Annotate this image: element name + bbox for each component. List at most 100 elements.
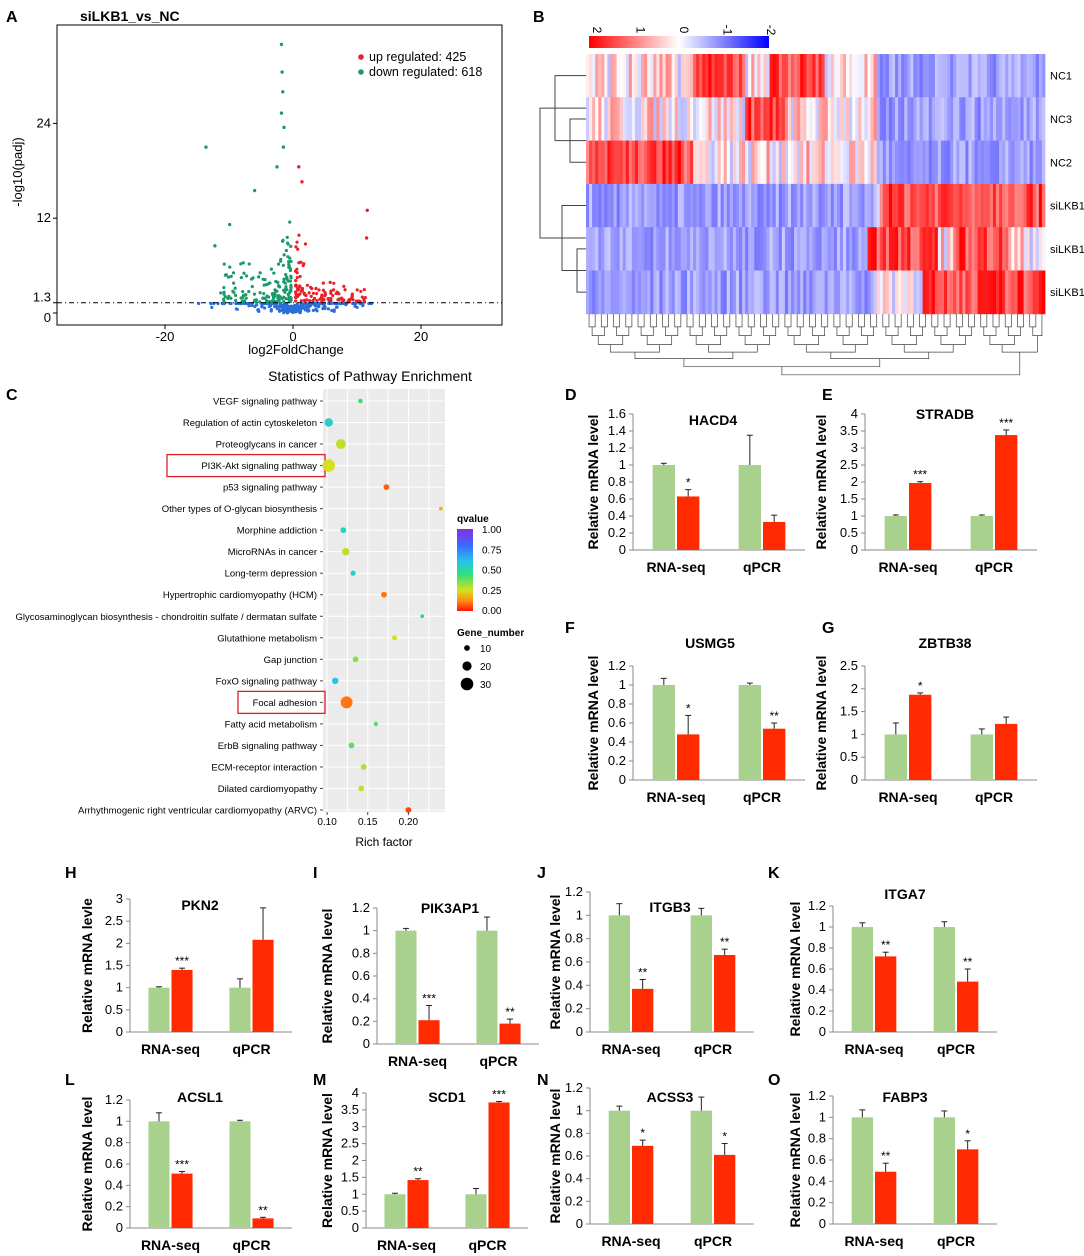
- heatmap-cell: [1014, 227, 1018, 271]
- nc-bar: [884, 516, 907, 550]
- heatmap-cell: [634, 54, 639, 98]
- bar-chart-l: L ACSL1 0 0.2 0.4 0.6 0.8 1 1.2 Relative mRNA lev…: [65, 1072, 292, 1253]
- heatmap-cell: [806, 227, 810, 271]
- dendrogram-branch: [698, 314, 706, 328]
- down-regulated-point: [288, 256, 292, 260]
- heatmap-cell: [849, 97, 853, 141]
- heatmap-cell: [1011, 97, 1015, 141]
- dendrogram-branch: [784, 314, 792, 328]
- heatmap-cell: [1017, 54, 1021, 98]
- heatmap-cell: [683, 97, 688, 141]
- down-regulated-point: [289, 274, 293, 278]
- up-regulated-point: [308, 299, 312, 303]
- category-label: qPCR: [937, 1233, 975, 1249]
- heatmap-cell: [742, 183, 746, 228]
- heatmap-cell: [864, 227, 868, 271]
- heatmap-cell: [757, 183, 761, 228]
- pathway-label: Focal adhesion: [253, 698, 317, 709]
- dendrogram-branch: [781, 352, 1021, 376]
- heatmap-cell: [699, 140, 703, 185]
- y-tick-label: 0.6: [608, 491, 626, 506]
- heatmap-cell: [595, 97, 599, 141]
- heatmap-cell: [751, 140, 755, 185]
- heatmap-cell: [876, 140, 881, 185]
- y-tick-label: 12: [37, 210, 51, 225]
- heatmap-cell: [598, 54, 602, 98]
- enrichment-dot: [439, 506, 443, 511]
- heatmap-cell: [601, 183, 605, 228]
- heatmap-cell: [680, 54, 685, 98]
- heatmap-cell: [1023, 183, 1028, 228]
- heatmap-cell: [919, 227, 923, 271]
- heatmap-cell: [836, 97, 841, 141]
- heatmap-cell: [622, 227, 627, 271]
- heatmap-cell: [699, 227, 703, 271]
- qvalue-colorbar: [457, 529, 473, 611]
- heatmap-cell: [855, 140, 859, 185]
- pathway-label: p53 signaling pathway: [223, 483, 317, 494]
- down-regulated-point: [222, 285, 226, 290]
- heatmap-cell: [861, 97, 865, 141]
- heatmap-cell: [947, 97, 951, 141]
- heatmap-cell: [690, 97, 694, 141]
- down-regulated-point: [204, 145, 208, 149]
- down-regulated-point: [265, 299, 269, 303]
- dendrogram-branch: [723, 314, 731, 328]
- heatmap-cell: [723, 54, 728, 98]
- panel-label: A: [6, 9, 18, 26]
- heatmap-cell: [852, 54, 856, 98]
- y-tick-label: 1: [363, 923, 370, 938]
- heatmap-cell: [925, 270, 930, 315]
- y-tick-label: 0.6: [608, 715, 626, 730]
- heatmap-cell: [867, 54, 871, 98]
- heatmap-cell: [625, 97, 630, 141]
- heatmap-cell: [745, 54, 749, 98]
- significance-marker: *: [640, 1126, 645, 1140]
- heatmap-cell: [892, 227, 896, 271]
- heatmap-cell: [950, 183, 954, 228]
- heatmap-cell: [818, 227, 823, 271]
- heatmap-cell: [833, 183, 838, 228]
- heatmap-cell: [989, 183, 994, 228]
- heatmap-cell: [937, 140, 942, 185]
- down-regulated-point: [284, 285, 288, 289]
- heatmap-cell: [748, 54, 752, 98]
- heatmap-cell: [714, 227, 718, 271]
- down-regulated-point: [262, 292, 266, 296]
- heatmap-cell: [720, 140, 725, 185]
- enrichment-dot: [340, 696, 353, 709]
- up-regulated-point: [317, 288, 321, 292]
- heatmap-cell: [956, 270, 960, 315]
- heatmap-cell: [983, 140, 988, 185]
- heatmap-cell: [858, 270, 862, 315]
- heatmap-cell: [638, 97, 642, 141]
- heatmap-cell: [680, 227, 685, 271]
- heatmap-cell: [928, 54, 933, 98]
- heatmap-cell: [1002, 97, 1006, 141]
- heatmap-cell: [937, 270, 942, 315]
- down-regulated-point: [282, 277, 286, 281]
- down-regulated-point: [257, 275, 261, 279]
- heatmap-cell: [999, 140, 1003, 185]
- heatmap-cell: [794, 270, 798, 315]
- not-significant-point: [269, 307, 273, 312]
- heatmap-cell: [974, 140, 979, 185]
- heatmap-cell: [843, 54, 847, 98]
- heatmap-cell: [968, 227, 972, 271]
- heatmap-cell: [1029, 270, 1034, 315]
- down-regulated-point: [289, 259, 293, 264]
- up-regulated-point: [301, 263, 305, 268]
- heatmap-cell: [745, 270, 749, 315]
- heatmap-cell: [610, 97, 614, 141]
- down-regulated-point: [231, 271, 236, 275]
- y-tick-label: 0.4: [565, 1171, 583, 1186]
- category-label: RNA-seq: [377, 1237, 436, 1253]
- not-significant-point: [353, 304, 357, 308]
- heatmap-cell: [662, 97, 666, 141]
- heatmap-cell: [699, 270, 703, 315]
- heatmap-cell: [693, 97, 697, 141]
- heatmap-cell: [907, 140, 911, 185]
- heatmap-cell: [732, 270, 737, 315]
- heatmap-cell: [714, 183, 718, 228]
